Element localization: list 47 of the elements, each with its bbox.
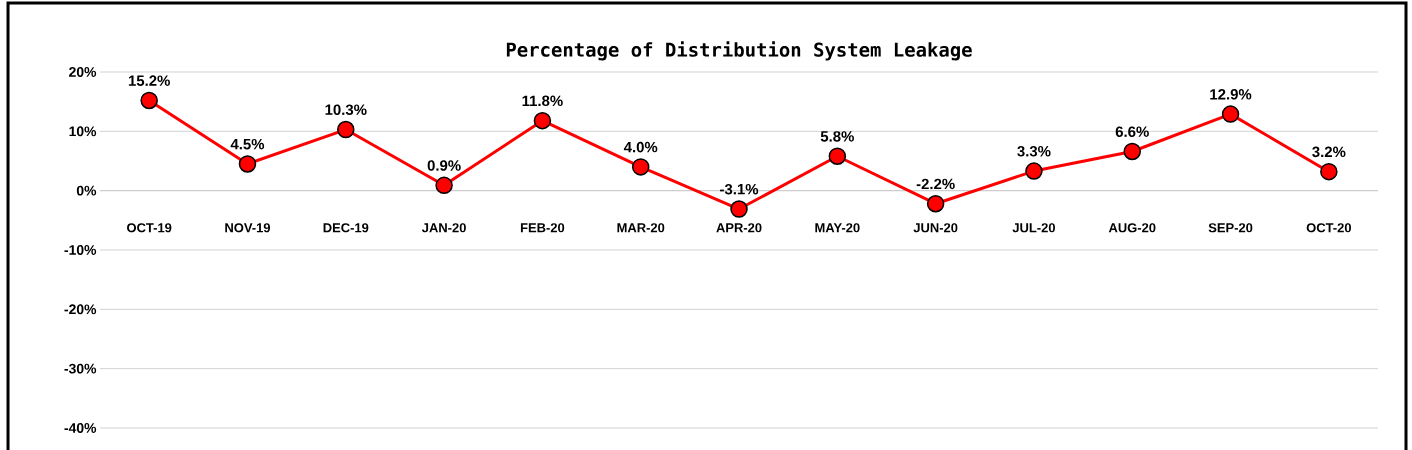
x-tick-label: JAN-20 bbox=[421, 223, 466, 233]
point bbox=[238, 155, 257, 173]
data-label: -3.1% bbox=[720, 183, 759, 195]
y-tick-label: -10% bbox=[64, 245, 97, 255]
point bbox=[435, 176, 453, 195]
x-tick-label: FEB-20 bbox=[520, 223, 565, 233]
data-label: 5.8% bbox=[820, 131, 854, 142]
x-tick-label: JUN-20 bbox=[913, 223, 958, 233]
y-tick-label: 0% bbox=[76, 185, 97, 196]
data-label: 12.9% bbox=[1210, 89, 1252, 100]
x-tick-label: NOV-19 bbox=[225, 223, 271, 233]
y-tick-label: 10% bbox=[69, 126, 97, 137]
x-tick-label: JUL-20 bbox=[1012, 223, 1055, 233]
data-label: 11.8% bbox=[522, 95, 563, 107]
point bbox=[1123, 142, 1141, 161]
data-label: 4.0% bbox=[623, 141, 658, 153]
data-label: 3.2% bbox=[1312, 146, 1346, 158]
x-tick-label: DEC-19 bbox=[323, 223, 369, 233]
data-label: 15.2% bbox=[128, 75, 170, 86]
x-tick-label: APR-20 bbox=[716, 223, 762, 233]
data-label: 6.6% bbox=[1115, 126, 1149, 137]
data-label: 3.3% bbox=[1017, 145, 1051, 157]
data-label: 4.5% bbox=[230, 138, 265, 150]
x-tick-label: MAR-20 bbox=[617, 223, 665, 233]
point bbox=[1221, 105, 1240, 123]
x-tick-label: AUG-20 bbox=[1108, 223, 1156, 233]
point bbox=[631, 158, 650, 176]
chart-title: Percentage of Distribution System Leakage bbox=[506, 41, 972, 61]
x-tick-label: SEP-20 bbox=[1208, 223, 1253, 233]
point bbox=[1320, 162, 1338, 181]
x-tick-label: MAY-20 bbox=[815, 223, 860, 233]
point bbox=[533, 111, 552, 130]
point bbox=[140, 91, 158, 110]
x-tick-label: OCT-19 bbox=[127, 223, 172, 233]
data-label: -2.2% bbox=[916, 178, 955, 190]
y-tick-label: -30% bbox=[64, 363, 97, 374]
data-label: 0.9% bbox=[427, 160, 461, 171]
point bbox=[730, 200, 748, 218]
x-tick-label: OCT-20 bbox=[1306, 223, 1351, 233]
point bbox=[926, 194, 945, 213]
point bbox=[337, 120, 355, 139]
point bbox=[1025, 162, 1043, 180]
y-tick-label: -20% bbox=[64, 304, 97, 315]
point bbox=[828, 147, 847, 165]
data-label: 10.3% bbox=[325, 104, 367, 116]
y-tick-label: 20% bbox=[69, 67, 97, 77]
y-tick-label: -40% bbox=[64, 423, 97, 433]
